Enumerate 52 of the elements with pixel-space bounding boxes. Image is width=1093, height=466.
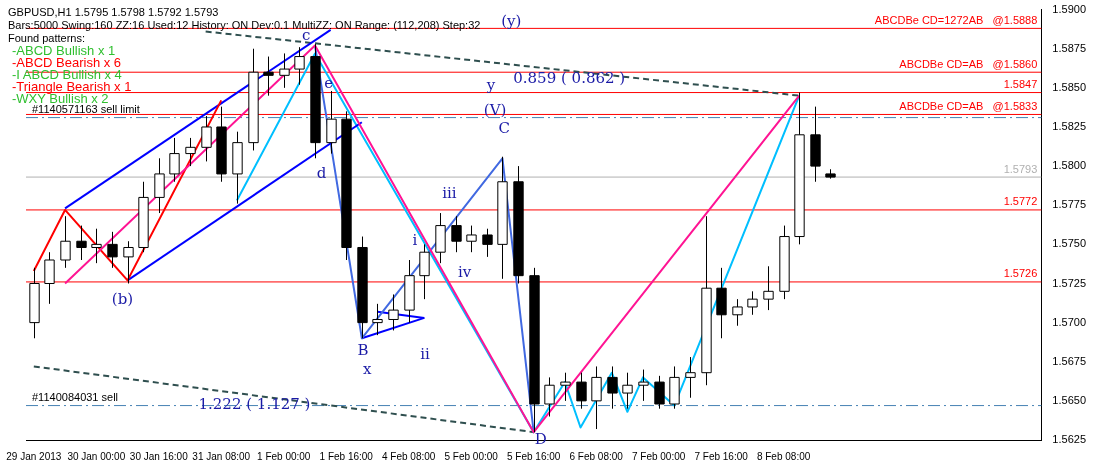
ref-line-label: ABCDBe CD=1272AB @1.5888 (874, 13, 1038, 26)
y-tick-label: 1.5850 (1052, 80, 1087, 93)
x-tick-label: 1 Feb 00:00 (257, 450, 311, 462)
annotation: x (362, 360, 372, 379)
ref-line-label: 1.5726 (1003, 267, 1038, 280)
x-tick-label: 5 Feb 16:00 (506, 450, 561, 462)
annotation: i (412, 231, 418, 250)
annotation: -ABCD Bearish x 6 (12, 55, 123, 70)
x-tick-label: 6 Feb 08:00 (569, 450, 624, 462)
ref-line-label: #1140571163 sell limit (32, 103, 140, 116)
y-tick-label: 1.5750 (1052, 237, 1087, 250)
x-tick-label: 1 Feb 16:00 (319, 450, 374, 462)
ref-line-label: 1.5793 (1003, 162, 1038, 175)
annotation: B (357, 341, 369, 360)
annotation: y (485, 76, 496, 95)
annotation: Found patterns: (8, 32, 86, 44)
annotation: d (316, 163, 327, 182)
x-tick-label: 30 Jan 00:00 (67, 450, 126, 462)
y-tick-label: 1.5800 (1052, 159, 1087, 172)
annotation: 0.859 ( 0.862 ) (513, 69, 626, 88)
ref-line-label: 1.5772 (1003, 195, 1038, 208)
y-tick-label: 1.5825 (1052, 120, 1087, 133)
annotation: (y) (501, 12, 522, 31)
annotation: iv (457, 263, 472, 282)
ref-line-label: #1140084031 sell (32, 391, 119, 404)
annotation: -ABCD Bullish x 1 (12, 43, 117, 58)
y-tick-label: 1.5625 (1052, 433, 1087, 446)
x-tick-label: 4 Feb 08:00 (382, 450, 436, 462)
x-tick-label: 7 Feb 16:00 (694, 450, 749, 462)
annotation: C (498, 119, 510, 138)
y-tick-label: 1.5650 (1052, 393, 1087, 406)
x-tick-label: 8 Feb 08:00 (756, 450, 811, 462)
x-tick-label: 5 Feb 00:00 (444, 450, 499, 462)
ref-line-label: ABCDBe CD=AB @1.5833 (899, 99, 1038, 112)
x-tick-label: 30 Jan 16:00 (129, 450, 189, 462)
annotation: GBPUSD,H1 1.5795 1.5798 1.5792 1.5793 (8, 6, 220, 19)
x-tick-label: 29 Jan 2013 (6, 450, 62, 462)
x-tick-label: 31 Jan 08:00 (192, 450, 251, 462)
x-tick-label: 7 Feb 00:00 (631, 450, 686, 462)
ref-line-label: 1.5847 (1003, 78, 1038, 91)
y-tick-label: 1.5875 (1052, 41, 1087, 54)
y-tick-label: 1.5700 (1052, 315, 1087, 328)
annotation: -Triangle Bearish x 1 (12, 79, 132, 94)
annotation: e (324, 74, 334, 93)
y-tick-label: 1.5675 (1052, 354, 1087, 367)
annotation: ii (420, 345, 431, 364)
annotation: iii (442, 183, 457, 202)
annotation: (b) (111, 290, 134, 309)
ref-line-label: ABCDBe CD=AB @1.5860 (899, 57, 1038, 70)
y-tick-label: 1.5775 (1052, 198, 1087, 211)
y-tick-label: 1.5725 (1052, 276, 1087, 289)
y-tick-label: 1.5900 (1052, 2, 1087, 15)
